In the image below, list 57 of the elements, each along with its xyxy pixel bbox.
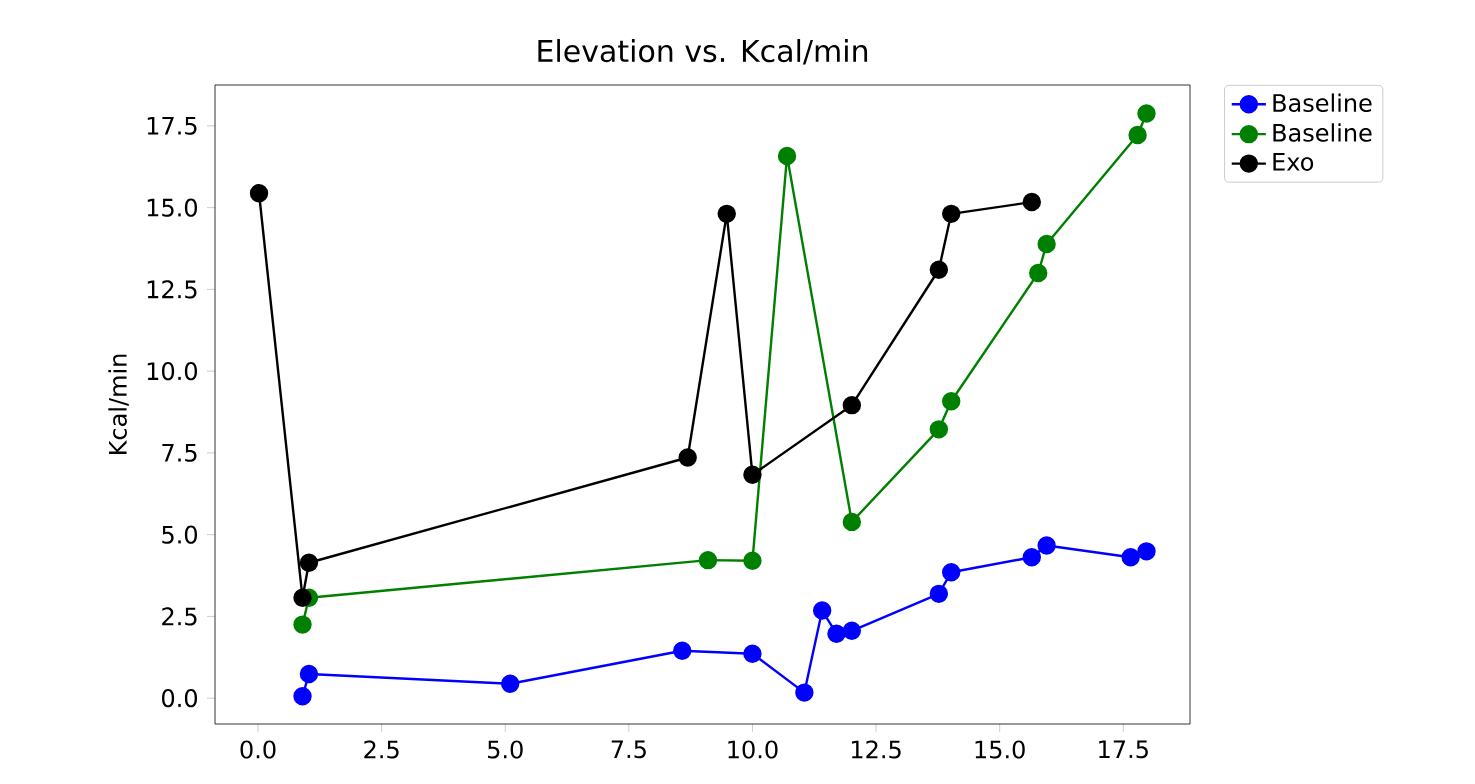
point (942, 563, 961, 582)
y-tick-label: 2.5 (162, 607, 197, 626)
point (777, 146, 797, 166)
point (929, 420, 949, 439)
point (743, 551, 762, 571)
y-tick-label: 0.0 (162, 689, 198, 708)
point (678, 448, 697, 467)
x-tick-label: 12.5 (851, 740, 901, 759)
y-tick-label: 5.0 (162, 525, 198, 544)
point (743, 644, 762, 663)
y-tick-label: 17.5 (147, 116, 197, 135)
point (293, 687, 312, 706)
y-tick-label: 12.5 (147, 280, 197, 299)
point (1022, 548, 1041, 567)
point (842, 395, 862, 415)
point (293, 588, 312, 607)
point (698, 550, 718, 570)
point (1037, 234, 1056, 254)
x-tick-label: 17.5 (1099, 740, 1148, 759)
point (942, 392, 961, 411)
point (299, 553, 319, 572)
legend-label: Baseline (1273, 93, 1372, 112)
point (1022, 192, 1041, 212)
x-tick-label: 0.0 (240, 740, 276, 759)
x-tick-label: 5.0 (488, 740, 523, 759)
point (942, 204, 961, 224)
chart-title: Elevation vs. Kcal/min (538, 39, 868, 65)
x-tick-label: 15.0 (975, 740, 1025, 759)
y-tick-label: 10.0 (147, 362, 198, 381)
x-tick-label: 2.5 (364, 740, 399, 759)
point (812, 601, 832, 620)
x-tick-label: 10.0 (728, 740, 778, 759)
point (717, 204, 736, 224)
point (673, 641, 692, 660)
y-tick-label: 15.0 (147, 198, 198, 217)
point (1128, 125, 1147, 145)
point (929, 584, 949, 604)
point (1029, 263, 1048, 283)
point (827, 624, 846, 643)
point (299, 664, 319, 684)
point (249, 184, 269, 203)
point (1137, 104, 1156, 123)
y-tick-label: 7.5 (162, 443, 197, 462)
legend-label: Exo (1273, 153, 1314, 171)
point (842, 621, 862, 640)
point (743, 465, 762, 485)
point (293, 615, 312, 634)
point (1137, 542, 1156, 561)
point (795, 683, 814, 702)
point (842, 512, 862, 532)
point (500, 674, 520, 693)
point (1037, 536, 1056, 555)
x-tick-label: 7.5 (611, 740, 646, 759)
point (1121, 548, 1140, 567)
point (929, 260, 949, 279)
y-axis-title: Kcal/min (108, 354, 129, 454)
legend-label: Baseline (1273, 123, 1372, 142)
